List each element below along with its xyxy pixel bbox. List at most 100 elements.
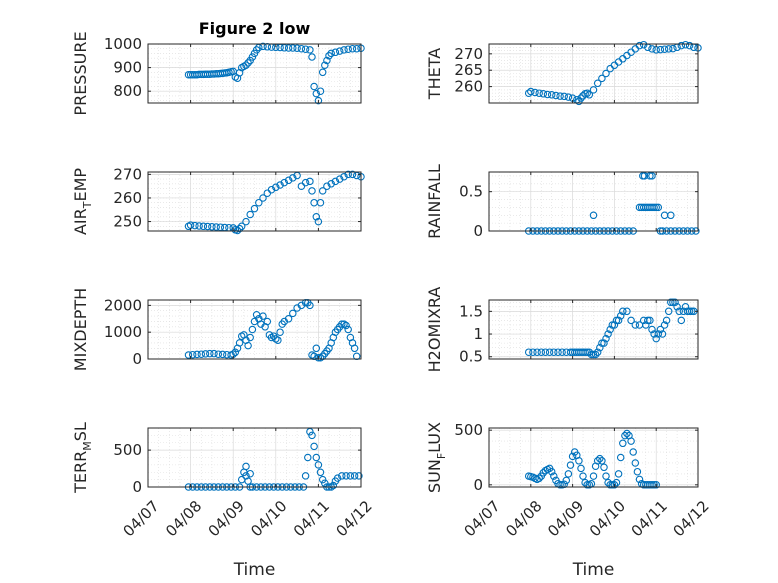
y-tick-label: 270 [113, 165, 142, 183]
data-point [562, 476, 571, 485]
data-point [604, 478, 612, 487]
data-point [527, 87, 535, 96]
data-point [652, 481, 660, 489]
data-point [284, 315, 293, 323]
y-axis-label: TERRMSL [71, 422, 94, 494]
y-tick-label: 1.5 [459, 302, 483, 320]
data-point [321, 61, 329, 69]
data-point [235, 339, 244, 347]
data-point [335, 47, 344, 55]
data-point [602, 334, 610, 343]
y-axis-label: H2OMIXRA [425, 287, 444, 373]
data-point [646, 172, 654, 180]
data-point [614, 470, 623, 478]
data-point [579, 472, 587, 480]
data-point [301, 178, 310, 187]
data-point [650, 203, 658, 212]
data-point [184, 351, 193, 359]
y-axis-label: MIXDEPTH [71, 288, 90, 371]
data-point [306, 46, 314, 54]
y-tick-label: 1 [473, 325, 483, 343]
data-point [550, 472, 558, 480]
data-point [600, 463, 608, 472]
data-point [255, 198, 263, 207]
axes-box [147, 299, 362, 360]
x-tick-label: 04/09 [205, 497, 248, 540]
x-tick-label: 04/07 [119, 497, 162, 540]
subplot-sun-flux: 0 500 SUNFLUX 04/0704/0804/0904/1004/1104/1… [425, 421, 713, 580]
data-point [550, 348, 558, 356]
data-point [289, 309, 297, 318]
data-point [197, 350, 206, 358]
data-point [652, 203, 660, 212]
data-point [593, 457, 602, 465]
data-point [250, 204, 259, 213]
plot-area [489, 428, 698, 487]
data-point [675, 307, 683, 316]
y-tick-label: 1000 [104, 323, 142, 341]
data-point [671, 298, 679, 307]
data-point [602, 69, 610, 78]
data-point [248, 325, 257, 334]
data-point [547, 467, 556, 476]
data-point [537, 348, 546, 356]
data-point [654, 203, 663, 212]
data-point [669, 298, 677, 307]
data-point [274, 336, 282, 344]
y-tick-label: 800 [113, 82, 142, 100]
data-point [648, 325, 656, 334]
data-point [246, 333, 254, 342]
x-axis-label: Time [572, 560, 615, 580]
axes-box [147, 43, 362, 104]
data-point [631, 459, 640, 467]
data-point [316, 468, 325, 477]
data-point [539, 90, 548, 98]
data-point [333, 474, 342, 482]
data-point [619, 307, 627, 316]
data-point [203, 222, 212, 231]
data-point [596, 343, 604, 352]
data-point [585, 91, 594, 99]
data-point [314, 217, 323, 226]
y-tick-label: 0 [473, 476, 483, 494]
data-point [210, 349, 218, 358]
data-point [650, 330, 658, 338]
data-point [575, 457, 583, 465]
y-axis-label: RAINFALL [425, 164, 444, 239]
data-point [604, 330, 612, 338]
data-point [314, 461, 323, 469]
y-tick-label: 260 [454, 78, 483, 96]
data-point [276, 328, 284, 336]
data-point [272, 183, 280, 192]
data-point [598, 457, 606, 465]
data-point [577, 94, 585, 102]
x-tick-label: 04/08 [502, 497, 545, 540]
data-point [610, 481, 619, 489]
data-point [556, 92, 564, 100]
data-point [344, 170, 352, 179]
data-point [318, 187, 327, 195]
data-point [338, 472, 346, 480]
data-point [589, 211, 598, 220]
data-point [585, 348, 594, 356]
data-point [280, 178, 289, 187]
subplot-h2omixra: 0.5 1 1.5 H2OMIXRA [425, 287, 699, 373]
data-point [325, 52, 333, 60]
data-point [673, 303, 681, 311]
data-point [535, 89, 543, 97]
data-point [623, 429, 631, 438]
data-point [541, 348, 550, 356]
data-point [284, 44, 293, 52]
data-point [316, 198, 325, 207]
data-point [244, 341, 252, 350]
data-point [629, 448, 637, 456]
data-point [648, 481, 656, 489]
data-point [342, 321, 350, 330]
plot-area [489, 172, 698, 231]
data-point [623, 307, 631, 316]
data-point [621, 431, 629, 440]
data-point [318, 68, 327, 77]
y-tick-label: 500 [454, 421, 483, 439]
plot-area [148, 300, 361, 359]
